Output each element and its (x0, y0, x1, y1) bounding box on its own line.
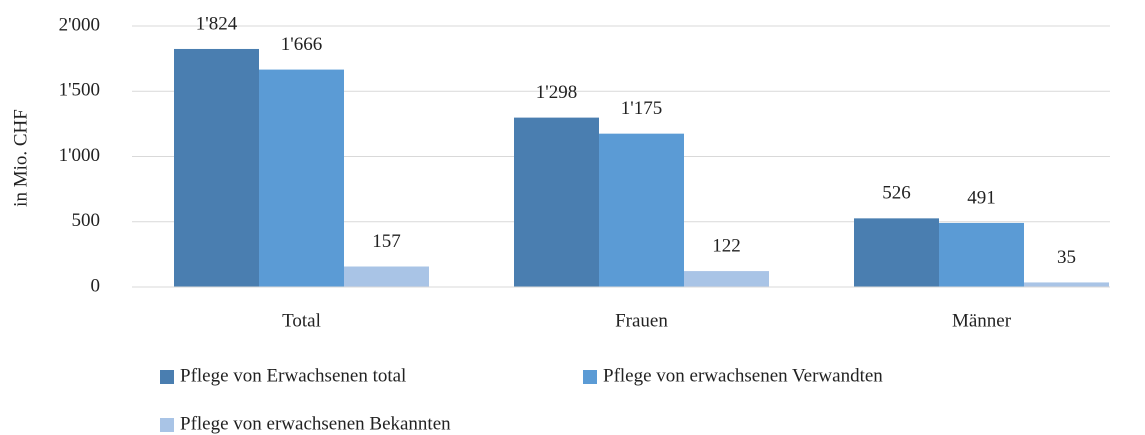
data-label: 1'175 (621, 98, 662, 119)
legend-swatch (160, 370, 174, 384)
legend-swatch (160, 418, 174, 432)
data-label: 122 (712, 235, 741, 256)
legend-label: Pflege von Erwachsenen total (180, 365, 406, 386)
x-tick-label: Frauen (615, 310, 668, 331)
bar (174, 48, 259, 287)
bar (259, 69, 344, 287)
data-label: 526 (882, 183, 911, 204)
legend-label: Pflege von erwachsenen Bekannten (180, 413, 451, 434)
y-axis-title: in Mio. CHF (10, 109, 31, 207)
data-label: 491 (967, 187, 996, 208)
y-tick-label: 1'000 (59, 145, 100, 166)
data-label: 1'298 (536, 82, 577, 103)
y-tick-label: 0 (91, 275, 101, 296)
data-label: 157 (372, 231, 401, 252)
y-tick-label: 1'500 (59, 80, 100, 101)
bar (599, 133, 684, 287)
y-tick-label: 500 (72, 210, 101, 231)
x-tick-label: Männer (952, 310, 1012, 331)
bar (939, 222, 1024, 287)
x-tick-label: Total (282, 310, 321, 331)
legend-label: Pflege von erwachsenen Verwandten (603, 365, 883, 386)
bar (1024, 282, 1109, 287)
bar (344, 266, 429, 287)
data-label: 1'824 (196, 13, 238, 34)
bar (854, 218, 939, 287)
legend-swatch (583, 370, 597, 384)
data-label: 35 (1057, 247, 1076, 268)
bar (684, 271, 769, 287)
y-tick-label: 2'000 (59, 14, 100, 35)
bar (514, 117, 599, 288)
data-label: 1'666 (281, 34, 322, 55)
